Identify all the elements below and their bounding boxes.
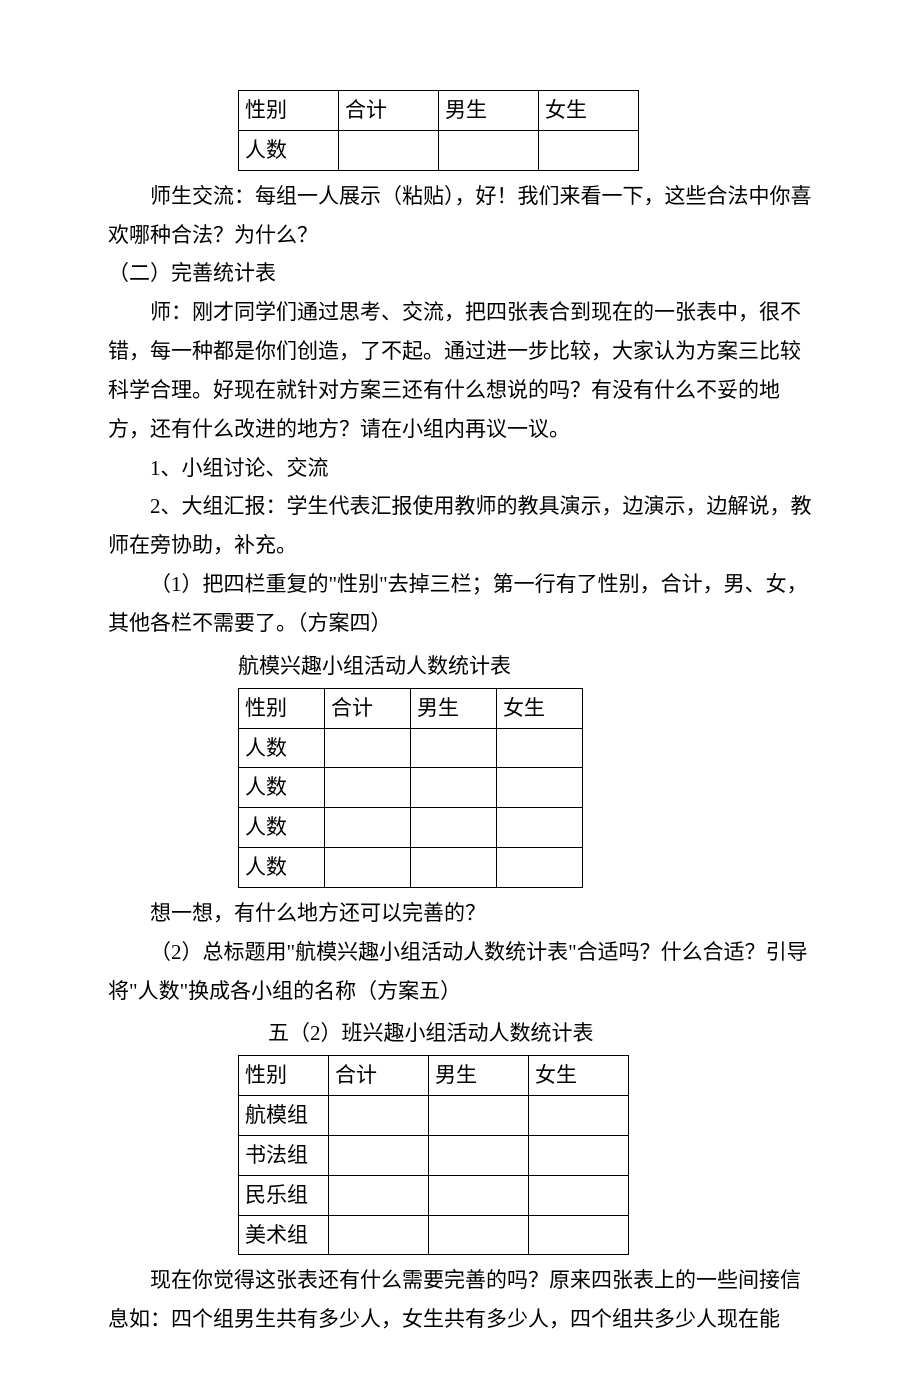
cell — [529, 1175, 629, 1215]
cell — [329, 1175, 429, 1215]
cell — [325, 768, 411, 808]
list-item-2: 2、大组汇报：学生代表汇报使用教师的教具演示，边演示，边解说，教师在旁协助，补充… — [108, 487, 812, 565]
table-3-title: 五（2）班兴趣小组活动人数统计表 — [268, 1014, 812, 1053]
cell — [439, 130, 539, 170]
table-3: 性别 合计 男生 女生 航模组 书法组 民乐组 美术组 — [238, 1055, 629, 1255]
cell — [325, 728, 411, 768]
table-row: 人数 — [239, 768, 583, 808]
cell: 人数 — [239, 130, 339, 170]
cell — [529, 1096, 629, 1136]
cell — [497, 768, 583, 808]
cell — [429, 1096, 529, 1136]
table-row: 航模组 — [239, 1096, 629, 1136]
cell: 人数 — [239, 808, 325, 848]
paragraph-dialogue: 师生交流：每组一人展示（粘贴），好！我们来看一下，这些合法中你喜欢哪种合法？为什… — [108, 177, 812, 255]
cell: 人数 — [239, 848, 325, 888]
cell — [429, 1135, 529, 1175]
cell: 性别 — [239, 91, 339, 131]
cell: 合计 — [329, 1056, 429, 1096]
cell: 女生 — [539, 91, 639, 131]
table-2-title: 航模兴趣小组活动人数统计表 — [238, 647, 812, 686]
paragraph-sub1: （1）把四栏重复的"性别"去掉三栏；第一行有了性别，合计，男、女，其他各栏不需要… — [108, 565, 812, 643]
section-heading-2: （二）完善统计表 — [108, 254, 812, 293]
table-row: 人数 — [239, 848, 583, 888]
paragraph-think: 想一想，有什么地方还可以完善的？ — [108, 894, 812, 933]
table-2: 性别 合计 男生 女生 人数 人数 人数 人数 — [238, 688, 583, 888]
cell — [497, 848, 583, 888]
cell — [497, 808, 583, 848]
cell: 民乐组 — [239, 1175, 329, 1215]
table-row: 人数 — [239, 130, 639, 170]
cell — [429, 1175, 529, 1215]
table-row: 书法组 — [239, 1135, 629, 1175]
table-1: 性别 合计 男生 女生 人数 — [238, 90, 639, 171]
paragraph-sub2: （2）总标题用"航模兴趣小组活动人数统计表"合适吗？什么合适？引导将"人数"换成… — [108, 933, 812, 1011]
paragraph-teacher: 师：刚才同学们通过思考、交流，把四张表合到现在的一张表中，很不错，每一种都是你们… — [108, 293, 812, 448]
cell: 合计 — [339, 91, 439, 131]
paragraph-final: 现在你觉得这张表还有什么需要完善的吗？原来四张表上的一些间接信息如：四个组男生共… — [108, 1261, 812, 1339]
table-row: 人数 — [239, 808, 583, 848]
cell: 性别 — [239, 1056, 329, 1096]
table-row: 人数 — [239, 728, 583, 768]
cell — [329, 1096, 429, 1136]
cell — [325, 808, 411, 848]
cell: 人数 — [239, 728, 325, 768]
table-row: 美术组 — [239, 1215, 629, 1255]
cell — [529, 1215, 629, 1255]
cell: 女生 — [529, 1056, 629, 1096]
cell: 男生 — [411, 688, 497, 728]
cell — [411, 768, 497, 808]
cell — [539, 130, 639, 170]
cell: 合计 — [325, 688, 411, 728]
cell — [339, 130, 439, 170]
table-row: 性别 合计 男生 女生 — [239, 91, 639, 131]
cell — [497, 728, 583, 768]
cell — [329, 1135, 429, 1175]
cell — [411, 848, 497, 888]
cell — [329, 1215, 429, 1255]
cell: 男生 — [429, 1056, 529, 1096]
cell: 男生 — [439, 91, 539, 131]
cell — [411, 728, 497, 768]
cell: 女生 — [497, 688, 583, 728]
list-item-1: 1、小组讨论、交流 — [108, 449, 812, 488]
document-page: 性别 合计 男生 女生 人数 师生交流：每组一人展示（粘贴），好！我们来看一下，… — [0, 0, 920, 1399]
cell — [411, 808, 497, 848]
table-row: 性别 合计 男生 女生 — [239, 688, 583, 728]
cell: 人数 — [239, 768, 325, 808]
cell — [325, 848, 411, 888]
table-row: 性别 合计 男生 女生 — [239, 1056, 629, 1096]
cell: 美术组 — [239, 1215, 329, 1255]
cell — [529, 1135, 629, 1175]
cell: 性别 — [239, 688, 325, 728]
cell: 航模组 — [239, 1096, 329, 1136]
cell: 书法组 — [239, 1135, 329, 1175]
cell — [429, 1215, 529, 1255]
table-row: 民乐组 — [239, 1175, 629, 1215]
